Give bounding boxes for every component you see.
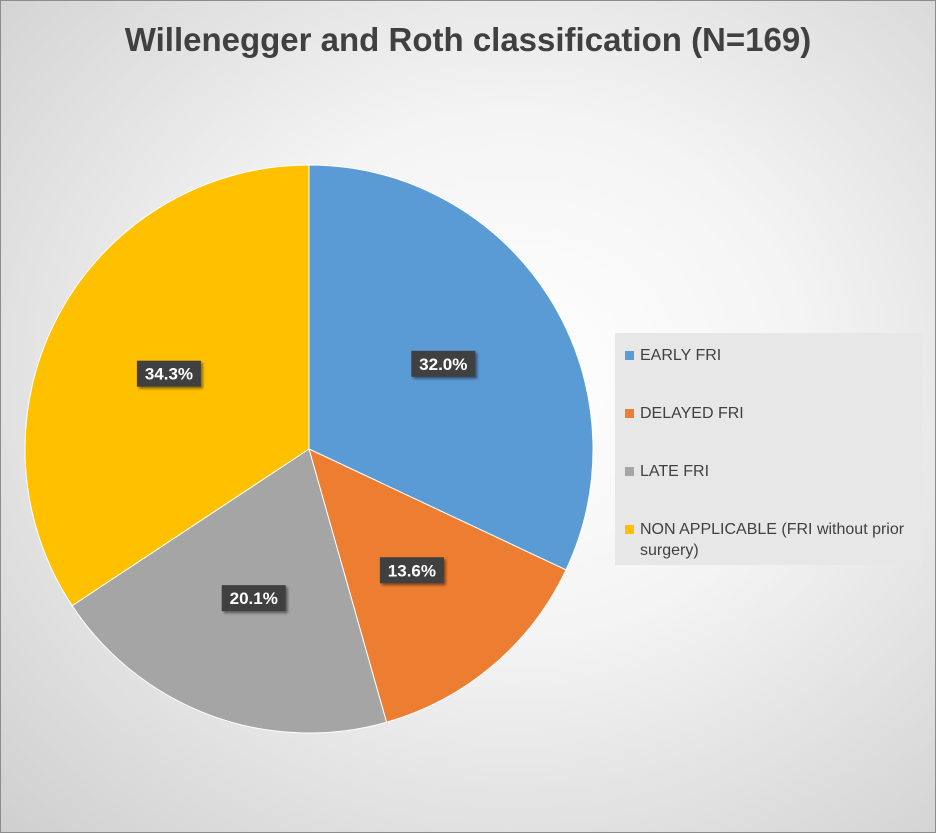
svg-text:32.0%: 32.0%: [419, 355, 467, 374]
data-label-early-fri: 32.0%: [411, 350, 476, 377]
pie-slice-delayed-fri: [308, 448, 567, 723]
svg-text:34.3%: 34.3%: [145, 365, 193, 384]
legend-label: LATE FRI: [640, 463, 710, 480]
data-label-late-fri: 20.1%: [221, 585, 286, 612]
legend-swatch: [625, 525, 634, 534]
legend-swatch: [625, 351, 634, 360]
legend: EARLY FRI DELAYED FRI LATE FRI NON APPLICAB…: [615, 333, 922, 565]
svg-text:20.1%: 20.1%: [230, 589, 278, 608]
legend-item-early-fri: EARLY FRI: [625, 345, 915, 366]
legend-swatch: [625, 467, 634, 476]
data-label-non-applicable-fri-without-prior-surgery: 34.3%: [136, 360, 201, 387]
data-label-delayed-fri: 13.6%: [379, 557, 444, 584]
legend-swatch: [625, 409, 634, 418]
legend-item-non-applicable-fri-without-prior-surgery: NON APPLICABLE (FRI without prior surger…: [625, 519, 915, 561]
legend-item-late-fri: LATE FRI: [625, 461, 915, 482]
legend-item-delayed-fri: DELAYED FRI: [625, 403, 915, 424]
legend-label: NON APPLICABLE (FRI without prior surger…: [640, 521, 905, 559]
chart-title: Willenegger and Roth classification (N=1…: [124, 21, 812, 58]
legend-label: EARLY FRI: [640, 347, 722, 364]
svg-text:13.6%: 13.6%: [388, 561, 436, 580]
legend-label: DELAYED FRI: [640, 405, 744, 422]
